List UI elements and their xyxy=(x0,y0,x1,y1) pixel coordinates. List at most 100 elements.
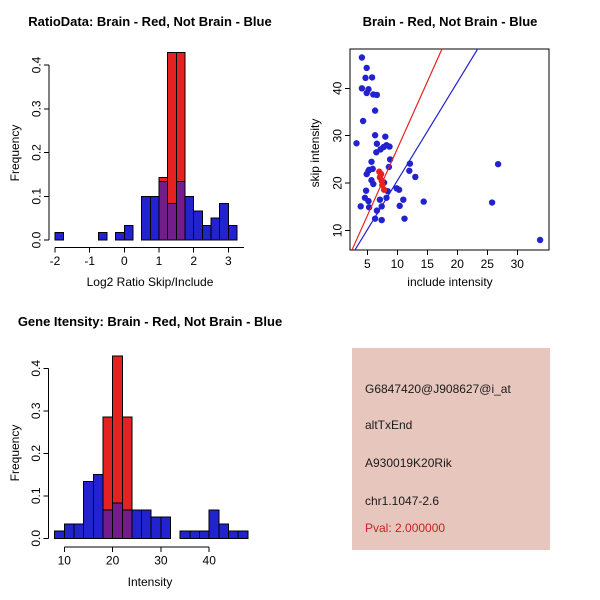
scatter-point-blue xyxy=(395,186,403,193)
gene-hist-xlabel: Intensity xyxy=(127,575,173,589)
scatter-point-blue xyxy=(382,133,389,140)
hist-bar-blue xyxy=(179,530,191,539)
scatter-point-blue xyxy=(362,74,369,82)
hist-bar-blue xyxy=(210,217,221,241)
y-tick-label: 0.4 xyxy=(30,56,44,73)
panel-intensity-scatter: 5 10 15 20 25 30 10 20 30 40 Brain - Red, Not Bra… xyxy=(300,0,600,300)
scatter-point-blue xyxy=(406,167,413,174)
y-tick-label: 0.1 xyxy=(29,487,43,504)
hist-bar-blue xyxy=(218,523,230,539)
hist-bar-overlap xyxy=(112,502,123,539)
ratio-hist-canvas: -2 -1 0 1 2 3 0.0 0.1 0.2 0.3 0.4 xyxy=(30,51,244,268)
scatter-point-blue xyxy=(383,141,390,149)
hist-bar-blue xyxy=(73,523,85,539)
gene-hist-ylabel: Frequency xyxy=(8,424,22,482)
hist-bar-blue xyxy=(54,232,65,241)
scatter-point-blue xyxy=(363,64,370,72)
hist-bar-blue xyxy=(150,516,162,539)
x-tick-label: 10 xyxy=(391,257,405,271)
hist-bar-blue xyxy=(131,509,143,539)
x-tick-label: 3 xyxy=(225,254,232,268)
y-tick-label: 0.2 xyxy=(29,445,43,462)
x-tick-label: 20 xyxy=(106,554,120,568)
hist-bar-overlap xyxy=(121,509,133,539)
scatter-point-blue xyxy=(378,216,385,224)
scatter-point-blue xyxy=(373,149,380,156)
hist-bar-overlap xyxy=(158,181,169,241)
scatter-point-red xyxy=(380,186,388,193)
info-line-1: altTxEnd xyxy=(365,418,413,432)
panel-ratio-histogram: -2 -1 0 1 2 3 0.0 0.1 0.2 0.3 0.4 RatioData: Brain… xyxy=(0,0,300,300)
scatter-point-blue xyxy=(396,202,403,210)
brain-fit-line xyxy=(351,48,443,251)
hist-bar-blue xyxy=(189,530,201,539)
scatter-point-blue xyxy=(363,89,370,97)
hist-bar-blue xyxy=(160,516,172,539)
info-box: G6847420@J908627@i_at altTxEnd A930019K20R… xyxy=(352,348,550,550)
x-tick-label: 40 xyxy=(203,554,217,568)
hist-bar-blue xyxy=(237,530,249,539)
hist-bar-blue xyxy=(92,474,104,539)
x-tick-label: 15 xyxy=(421,257,435,271)
hist-bar-blue xyxy=(201,224,212,241)
y-tick-label: 0.0 xyxy=(30,231,44,248)
scatter-point-blue xyxy=(376,196,384,203)
scatter-point-blue xyxy=(358,85,366,92)
hist-bar-blue xyxy=(115,232,125,241)
ratio-hist-title: RatioData: Brain - Red, Not Brain - Blue xyxy=(28,14,272,29)
hist-bar-blue xyxy=(83,481,94,539)
hist-bar-blue xyxy=(199,530,210,539)
scatter-point-blue xyxy=(368,158,375,165)
hist-bar-blue xyxy=(97,232,108,241)
x-tick-label: 2 xyxy=(190,254,197,268)
y-tick-label: 20 xyxy=(331,176,345,190)
scatter-point-blue xyxy=(371,132,379,139)
hist-bar-blue xyxy=(228,530,239,539)
x-tick-label: -1 xyxy=(84,254,95,268)
scatter-point-blue xyxy=(362,187,370,194)
scatter-point-blue xyxy=(370,180,377,188)
scatter-point-blue xyxy=(365,197,372,205)
y-tick-label: 40 xyxy=(331,81,345,95)
panel-gene-histogram: 10 20 30 40 0.0 0.1 0.2 0.3 0.4 Gene Itensity: B… xyxy=(0,300,300,600)
plot-frame xyxy=(349,48,550,251)
hist-bar-blue xyxy=(193,210,203,241)
y-tick-label: 0.3 xyxy=(29,402,43,419)
scatter-xlabel: include intensity xyxy=(407,275,493,289)
y-tick-label: 0.3 xyxy=(30,100,44,117)
scatter-ylabel: skip intensity xyxy=(308,118,322,188)
hist-bar-blue xyxy=(54,530,65,539)
scatter-point-blue xyxy=(363,170,370,178)
x-tick-label: -2 xyxy=(50,254,61,268)
scatter-point-blue xyxy=(359,117,367,125)
y-tick-label: 10 xyxy=(331,224,345,238)
scatter-point-blue xyxy=(353,140,360,147)
x-tick-label: 0 xyxy=(121,254,128,268)
panel-info: G6847420@J908627@i_at altTxEnd A930019K20R… xyxy=(300,300,600,600)
info-line-3: chr1.1047-2.6 xyxy=(365,494,440,508)
x-tick-label: 30 xyxy=(154,554,168,568)
x-tick-label: 1 xyxy=(156,254,163,268)
scatter-point-blue xyxy=(536,236,544,244)
y-tick-label: 0.2 xyxy=(30,144,44,161)
notbrain-fit-line xyxy=(354,48,479,251)
y-tick-label: 0.4 xyxy=(29,360,43,377)
scatter-point-blue xyxy=(401,215,408,222)
info-pval: Pval: 2.000000 xyxy=(365,521,446,535)
scatter-point-blue xyxy=(488,199,496,206)
scatter-point-blue xyxy=(369,165,376,173)
scatter-point-blue xyxy=(494,160,502,168)
hist-bar-blue xyxy=(141,509,152,539)
gene-hist-title: Gene Itensity: Brain - Red, Not Brain - … xyxy=(17,314,283,329)
hist-bar-blue xyxy=(227,224,238,241)
hist-bar-blue xyxy=(219,203,229,241)
scatter-title: Brain - Red, Not Brain - Blue xyxy=(362,14,538,29)
hist-bar-blue xyxy=(123,224,134,241)
scatter-point-blue xyxy=(412,173,419,181)
scatter-point-blue xyxy=(373,140,381,147)
scatter-point-blue xyxy=(373,91,381,99)
info-line-0: G6847420@J908627@i_at xyxy=(365,382,511,396)
y-tick-label: 30 xyxy=(331,129,345,143)
y-tick-label: 0.0 xyxy=(29,530,43,547)
